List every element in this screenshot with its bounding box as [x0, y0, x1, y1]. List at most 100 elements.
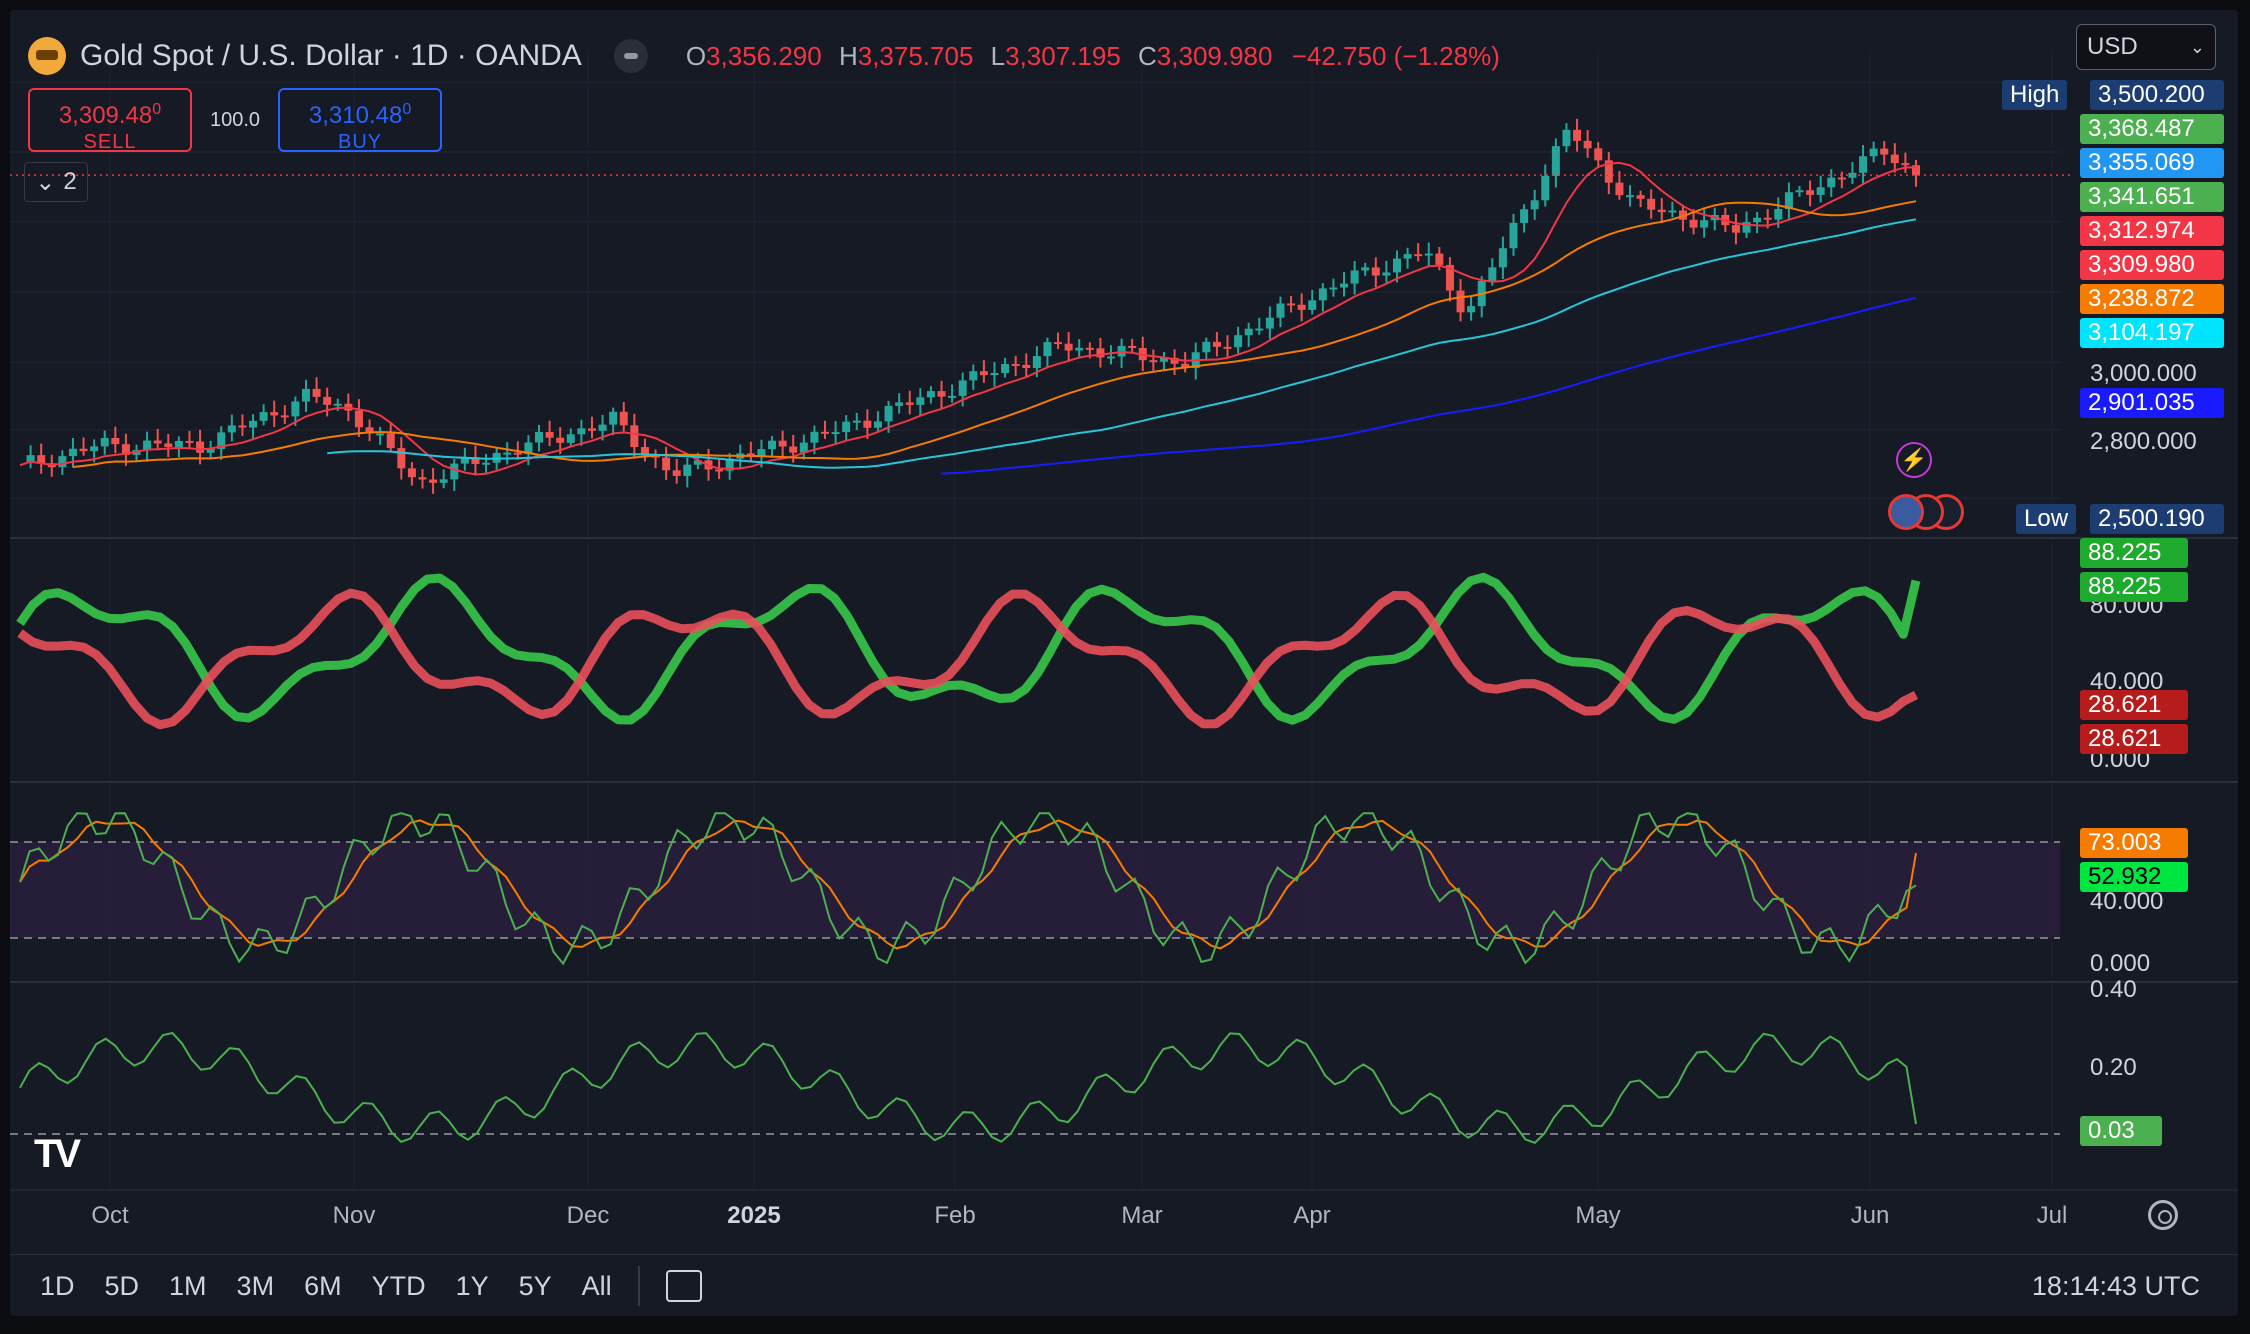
- range-button[interactable]: 1Y: [455, 1270, 489, 1301]
- candle-body: [1816, 187, 1825, 195]
- candle-body: [1149, 360, 1158, 363]
- pane4-tag: 0.03: [2080, 1116, 2162, 1146]
- candle-body: [810, 431, 819, 443]
- range-button[interactable]: All: [581, 1270, 612, 1301]
- stoch-k-line: [19, 812, 1917, 966]
- buy-price-sup: 0: [402, 101, 412, 118]
- low-label: L: [990, 40, 1006, 71]
- moving-average-line: [19, 161, 1917, 476]
- date-range-icon[interactable]: [665, 1270, 702, 1302]
- candle-body: [1445, 264, 1454, 291]
- range-button[interactable]: 5D: [104, 1270, 140, 1301]
- price-tag: 3,238.872: [2080, 284, 2224, 314]
- candle-body: [164, 443, 173, 448]
- low-tag-label: Low: [2016, 504, 2077, 534]
- candle-body: [1128, 345, 1137, 348]
- candle-body: [1869, 148, 1878, 157]
- candle-body: [979, 371, 988, 376]
- price-tag: 3,312.974: [2080, 216, 2224, 246]
- candle-body: [1159, 357, 1168, 362]
- candle-body: [1181, 363, 1190, 368]
- chart-canvas[interactable]: [10, 10, 2238, 1316]
- candle-body: [1689, 219, 1698, 228]
- us-flag-event-icon[interactable]: [1888, 494, 1924, 530]
- candle-body: [556, 437, 565, 443]
- symbol-title[interactable]: Gold Spot / U.S. Dollar · 1D · OANDA: [80, 39, 582, 72]
- price-tag: 3,368.487: [2080, 114, 2224, 144]
- price-axis-label: 2,800.000: [2090, 428, 2197, 455]
- candle-body: [1011, 364, 1020, 367]
- range-button[interactable]: 3M: [236, 1270, 275, 1301]
- candle-body: [937, 391, 946, 397]
- candle-body: [301, 388, 310, 402]
- settings-gear-icon[interactable]: [2148, 1200, 2178, 1230]
- candle-body: [683, 464, 692, 476]
- candle-body: [1043, 342, 1052, 357]
- pane3-axis-label: 0.000: [2090, 950, 2151, 977]
- candle-body: [1647, 198, 1656, 210]
- candle-body: [397, 448, 406, 469]
- candle-body: [926, 391, 935, 398]
- candle-body: [1392, 258, 1401, 273]
- candle-body: [100, 437, 109, 447]
- candle-body: [566, 434, 575, 443]
- candle-body: [439, 479, 448, 483]
- candle-body: [37, 455, 46, 464]
- range-button[interactable]: 1M: [169, 1270, 207, 1301]
- clock[interactable]: 18:14:43 UTC: [2031, 1271, 2200, 1301]
- candle-body: [640, 447, 649, 456]
- candle-body: [196, 441, 205, 453]
- candle-body: [376, 433, 385, 436]
- range-button[interactable]: 1D: [40, 1270, 75, 1301]
- candle-body: [545, 431, 554, 438]
- candle-body: [1340, 283, 1349, 288]
- candle-body: [598, 424, 607, 431]
- price-axis-label: 3,000.000: [2090, 360, 2197, 387]
- candle-body: [1075, 347, 1084, 351]
- candle-body: [1806, 190, 1815, 195]
- candle-body: [662, 457, 671, 471]
- range-button[interactable]: 5Y: [518, 1270, 552, 1301]
- time-axis-label: Apr: [1293, 1202, 1331, 1229]
- sell-button[interactable]: 3,309.480 SELL: [28, 88, 192, 153]
- candle-body: [513, 452, 522, 455]
- currency-select[interactable]: USD ⌄: [2076, 24, 2216, 70]
- candle-body: [58, 456, 67, 468]
- pane3-tag: 73.003: [2080, 828, 2188, 858]
- buy-button[interactable]: 3,310.480 BUY: [278, 88, 443, 153]
- tradingview-logo-icon[interactable]: TV: [34, 1132, 81, 1176]
- candle-body: [1859, 156, 1868, 173]
- candle-body: [1424, 253, 1433, 256]
- range-button[interactable]: 6M: [304, 1270, 342, 1301]
- candle-body: [1795, 190, 1804, 193]
- candle-body: [429, 479, 438, 483]
- candle-body: [386, 433, 395, 449]
- candle-body: [1170, 357, 1179, 364]
- candle-body: [1361, 267, 1370, 271]
- candle-body: [79, 448, 88, 452]
- candle-body: [1371, 267, 1380, 276]
- time-axis-label: 2025: [727, 1202, 781, 1229]
- candle-body: [1912, 165, 1920, 176]
- candle-body: [185, 440, 194, 443]
- candle-body: [1297, 304, 1306, 310]
- candle-body: [1551, 146, 1560, 176]
- candle-body: [1827, 177, 1836, 188]
- indicators-collapse-button[interactable]: ⌄ 2: [24, 162, 88, 202]
- candle-body: [333, 403, 342, 406]
- candle-body: [482, 462, 491, 465]
- range-button[interactable]: YTD: [371, 1270, 426, 1301]
- candle-body: [1731, 225, 1740, 233]
- more-options-icon[interactable]: [613, 39, 648, 73]
- candle-body: [227, 425, 236, 433]
- red-oscillator-line: [17, 588, 1919, 730]
- lightning-event-icon[interactable]: ⚡: [1896, 442, 1932, 478]
- candle-body: [1880, 148, 1889, 155]
- candle-body: [1403, 254, 1412, 259]
- candle-body: [1636, 195, 1645, 199]
- price-tag: 3,309.980: [2080, 250, 2224, 280]
- candle-body: [1308, 300, 1317, 310]
- candle-body: [905, 402, 914, 405]
- chart-container[interactable]: Gold Spot / U.S. Dollar · 1D · OANDA O3,…: [10, 10, 2238, 1316]
- candle-body: [778, 440, 787, 447]
